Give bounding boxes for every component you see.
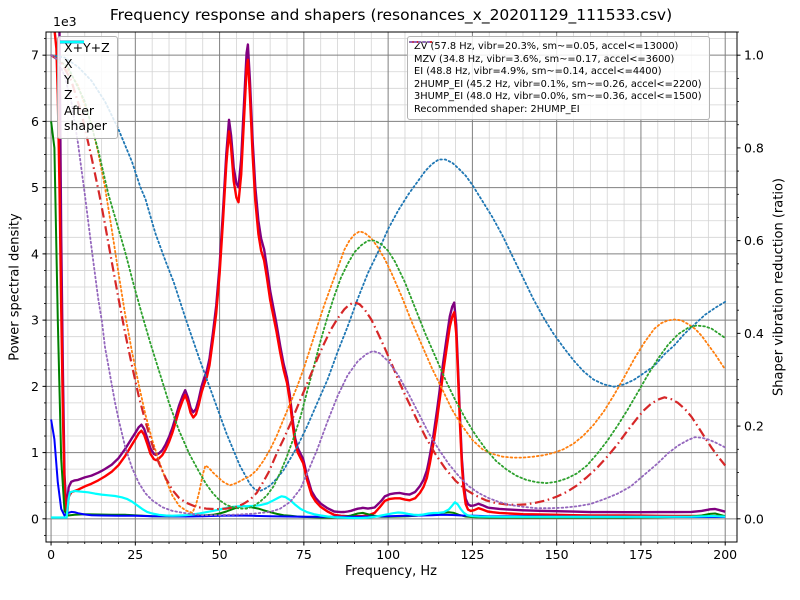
legend-label: X+Y+Z [64,40,110,55]
legend-label: 3HUMP_EI (48.0 Hz, vibr=0.0%, sm~=0.36, … [414,91,702,103]
legend-label: 2HUMP_EI (45.2 Hz, vibr=0.1%, sm~=0.26, … [414,78,702,90]
x-tick-label: 50 [212,547,228,562]
legend-label: MZV (34.8 Hz, vibr=3.6%, sm~=0.17, accel… [414,53,675,65]
legend-entry-y: Y [60,40,110,88]
series-x [53,32,726,518]
x-tick-label: 25 [127,547,143,562]
series-3hump-ei [50,54,727,516]
legend-entry-mzv: MZV (34.8 Hz, vibr=3.6%, sm~=0.17, accel… [409,41,702,66]
left-tick-label: 0 [31,511,39,526]
left-tick-label: 2 [31,379,39,394]
series-zv [50,54,727,492]
legend-shapers: ZV (57.8 Hz, vibr=20.3%, sm~=0.05, accel… [407,36,710,121]
left-tick-label: 7 [31,48,39,63]
legend-label: After shaper [64,103,107,133]
legend-entry-3hump-ei: 3HUMP_EI (48.0 Hz, vibr=0.0%, sm~=0.36, … [409,41,702,103]
left-tick-label: 5 [31,180,39,195]
left-tick-label: 6 [31,114,39,129]
legend-entry-2hump-ei: 2HUMP_EI (45.2 Hz, vibr=0.1%, sm~=0.26, … [410,41,702,91]
x-tick-label: 0 [47,547,55,562]
right-tick-label: 0.0 [744,511,764,526]
legend-label: X [64,55,73,71]
axis-offset-text: 1e3 [53,14,77,29]
right-tick-label: 0.2 [744,419,764,434]
left-tick-label: 4 [31,246,39,261]
legend-swatch-blank [408,37,434,47]
right-tick-label: 1.0 [744,48,764,63]
legend-psd: X+Y+Z X Y Z After shaper [57,36,118,139]
x-tick-label: 75 [296,547,312,562]
legend-line-swatch [60,40,84,44]
x-tick-label: 150 [545,547,569,562]
x-tick-label: 175 [629,547,653,562]
legend-entry-recommended: Recommended shaper: 2HUMP_EI [414,104,702,116]
left-tick-label: 3 [31,313,39,328]
x-axis-label: Frequency, Hz [344,564,438,579]
series-after-shaper [51,489,726,520]
x-tick-label: 100 [376,547,400,562]
legend-label: Z [64,87,73,103]
legend-label: Y [64,71,72,87]
legend-entry-z: Z [60,40,110,103]
chart-title: Frequency response and shapers (resonanc… [109,6,673,24]
series-mzv [50,54,727,514]
legend-line-swatch [409,41,433,43]
left-y-axis-label: Power spectral density [7,213,23,361]
legend-label: ZV (57.8 Hz, vibr=20.3%, sm~=0.05, accel… [414,41,679,52]
left-tick-label: 1 [31,445,39,460]
right-tick-label: 0.6 [744,233,764,248]
legend-entry-zv: ZV (57.8 Hz, vibr=20.3%, sm~=0.05, accel… [409,41,702,53]
right-tick-label: 0.4 [744,326,764,341]
series-ei [50,54,727,510]
series-2hump-ei [50,54,727,511]
legend-entry-x: X [60,40,110,72]
right-y-axis-label: Shaper vibration reduction (ratio) [771,178,787,396]
legend-entry-ei: EI (48.8 Hz, vibr=4.9%, sm~=0.14, accel<… [409,41,702,78]
x-tick-label: 125 [460,547,484,562]
legend-entry-after-shaper: After shaper [60,40,110,134]
legend-label: Recommended shaper: 2HUMP_EI [414,103,580,115]
right-tick-label: 0.8 [744,140,764,155]
x-tick-label: 200 [713,547,737,562]
legend-label: EI (48.8 Hz, vibr=4.9%, sm~=0.14, accel<… [414,66,662,78]
